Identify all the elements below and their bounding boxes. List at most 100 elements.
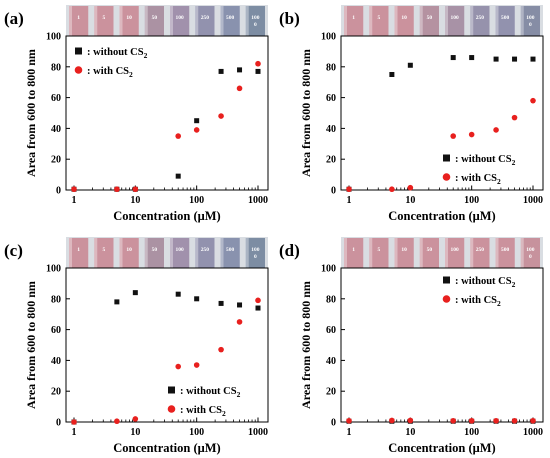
y-tick-label: 20 xyxy=(326,155,336,166)
point-without-cs2 xyxy=(237,302,243,308)
point-with-cs2 xyxy=(450,417,457,424)
point-without-cs2 xyxy=(194,118,200,124)
y-axis-label: Area from 600 to 800 nm xyxy=(24,49,38,177)
vial-glare xyxy=(470,238,474,268)
point-with-cs2 xyxy=(407,184,414,191)
y-tick-label: 80 xyxy=(51,294,61,305)
vial-4 xyxy=(170,238,190,268)
y-tick-label: 100 xyxy=(46,264,61,275)
point-with-cs2 xyxy=(114,186,120,193)
y-tick-label: 80 xyxy=(326,294,336,305)
legend-marker-circle xyxy=(167,405,176,413)
y-tick-label: 20 xyxy=(326,387,336,398)
vial-1 xyxy=(94,238,114,268)
x-tick-label: 10 xyxy=(405,195,415,206)
y-axis-label: Area from 600 to 800 nm xyxy=(299,49,313,177)
vial-label: 1 xyxy=(77,15,80,21)
vial-label: 100 xyxy=(526,247,535,253)
vial-label: 100 xyxy=(251,15,260,21)
vial-glare xyxy=(69,238,72,268)
point-with-cs2 xyxy=(493,417,499,424)
vial-glare xyxy=(94,6,98,36)
legend-marker-square xyxy=(443,154,450,162)
x-tick-label: 1000 xyxy=(523,195,543,206)
point-without-cs2 xyxy=(218,300,224,306)
point-without-cs2 xyxy=(175,291,181,297)
vial-label: 100 xyxy=(451,247,460,253)
vial-3 xyxy=(419,238,439,268)
vial-6 xyxy=(220,238,240,268)
point-with-cs2 xyxy=(236,319,243,325)
y-tick-label: 40 xyxy=(51,124,61,135)
vial-2 xyxy=(119,6,139,36)
vial-3 xyxy=(419,6,439,36)
point-without-cs2 xyxy=(407,62,413,68)
point-without-cs2 xyxy=(512,56,518,62)
x-axis-label: Concentration (μM) xyxy=(113,441,220,455)
vial-glare xyxy=(419,6,423,36)
vial-glare xyxy=(470,6,474,36)
vial-6 xyxy=(495,238,515,268)
point-with-cs2 xyxy=(346,417,352,424)
y-tick-label: 0 xyxy=(56,186,61,197)
y-tick-label: 60 xyxy=(51,93,61,104)
point-with-cs2 xyxy=(511,114,518,121)
vial-label: 1 xyxy=(352,15,355,21)
point-with-cs2 xyxy=(493,127,499,133)
vial-1 xyxy=(94,6,114,36)
y-tick-label: 40 xyxy=(326,356,336,367)
x-tick-label: 10 xyxy=(130,427,140,438)
vial-glare xyxy=(144,238,148,268)
vial-glare xyxy=(220,238,224,268)
point-without-cs2 xyxy=(450,55,456,61)
vial-label: 250 xyxy=(476,247,485,253)
vial-glare xyxy=(170,6,173,36)
vial-glare xyxy=(394,238,398,268)
panel-label: (c) xyxy=(4,241,23,260)
vial-3 xyxy=(144,238,164,268)
x-tick-label: 100 xyxy=(189,427,204,438)
vial-glare xyxy=(195,238,199,268)
vial-5 xyxy=(470,238,490,268)
point-without-cs2 xyxy=(175,173,181,179)
point-with-cs2 xyxy=(389,417,395,424)
vial-label: 0 xyxy=(529,254,532,260)
point-with-cs2 xyxy=(530,97,536,104)
vial-label: 0 xyxy=(254,22,257,28)
legend-label: : with CS2 xyxy=(455,173,501,186)
x-tick-label: 10 xyxy=(405,427,415,438)
point-with-cs2 xyxy=(236,85,243,92)
y-tick-label: 60 xyxy=(51,325,61,336)
y-tick-label: 40 xyxy=(51,356,61,367)
point-without-cs2 xyxy=(194,296,200,302)
point-with-cs2 xyxy=(71,186,77,193)
x-axis-label: Concentration (μM) xyxy=(388,441,495,455)
plot-frame xyxy=(340,267,544,423)
vial-label: 0 xyxy=(529,22,532,28)
vial-label: 100 xyxy=(451,15,460,21)
y-tick-label: 80 xyxy=(51,62,61,73)
x-tick-label: 100 xyxy=(464,195,479,206)
legend-marker-square xyxy=(443,276,450,284)
x-tick-label: 1000 xyxy=(248,195,268,206)
vial-4 xyxy=(445,6,465,36)
vial-7 xyxy=(245,6,265,36)
x-tick-label: 1 xyxy=(347,195,352,206)
point-without-cs2 xyxy=(114,299,120,305)
vial-7 xyxy=(520,6,540,36)
vial-5 xyxy=(195,238,215,268)
y-axis-label: Area from 600 to 800 nm xyxy=(299,281,313,409)
vial-label: 0 xyxy=(254,254,257,260)
y-tick-label: 20 xyxy=(51,155,61,166)
point-with-cs2 xyxy=(450,133,457,139)
legend-label: : with CS2 xyxy=(87,66,133,79)
y-tick-label: 100 xyxy=(321,264,336,275)
vial-glare xyxy=(94,238,98,268)
vial-2 xyxy=(394,6,414,36)
vial-label: 10 xyxy=(401,15,407,21)
vial-label: 10 xyxy=(126,247,132,253)
vial-4 xyxy=(445,238,465,268)
legend-marker-circle xyxy=(442,295,451,303)
